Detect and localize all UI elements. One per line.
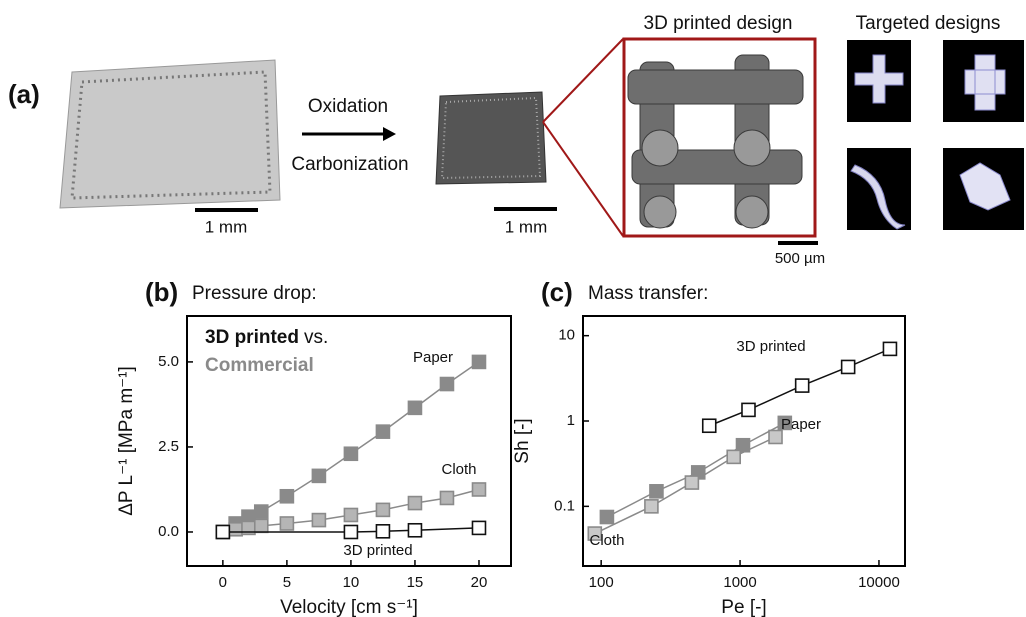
y-axis-label: Sh [-] [512, 418, 533, 463]
design-thumbnails [847, 40, 1024, 230]
y-tick-label: 1 [567, 412, 575, 429]
x-tick-label: 15 [407, 574, 424, 591]
data-point [376, 425, 389, 438]
data-point [280, 490, 293, 503]
data-point [344, 525, 357, 538]
x-axis-label: Velocity [cm s⁻¹] [280, 597, 418, 617]
x-tick-label: 10 [343, 574, 360, 591]
data-point [472, 483, 485, 496]
x-axis-label: Pe [-] [721, 597, 766, 617]
data-point [600, 511, 613, 524]
data-point [472, 355, 485, 368]
figure: (a) 1 mm Oxidation Carbonization 1 mm 3D… [0, 0, 1026, 617]
data-point [769, 430, 782, 443]
zoom-title: 3D printed design [644, 13, 793, 34]
y-tick-label: 5.0 [158, 353, 179, 370]
data-point [280, 517, 293, 530]
y-tick-label: 10 [558, 327, 575, 344]
series-label: Paper [413, 349, 453, 366]
series-label: Cloth [441, 461, 476, 478]
data-point [216, 525, 229, 538]
scale-label: 1 mm [205, 217, 248, 236]
arrow-head [383, 127, 396, 141]
process-step: Oxidation [308, 96, 388, 117]
data-point [344, 508, 357, 521]
series-label: 3D printed [343, 542, 412, 559]
photo-carbon [436, 92, 546, 184]
data-point [408, 524, 421, 537]
data-point [685, 476, 698, 489]
y-tick-label: 2.5 [158, 438, 179, 455]
data-point [796, 379, 809, 392]
data-point [344, 447, 357, 460]
legend-title: Commercial [205, 355, 314, 376]
data-point [408, 401, 421, 414]
data-point [703, 419, 716, 432]
panel-label: (a) [8, 79, 40, 109]
data-point [229, 523, 242, 536]
photo-precursor [60, 60, 280, 208]
x-tick-label: 100 [589, 574, 614, 591]
data-point [408, 497, 421, 510]
chart-title: Pressure drop: [192, 283, 317, 304]
x-tick-label: 20 [471, 574, 488, 591]
zoom-line [543, 122, 623, 236]
data-point [440, 378, 453, 391]
data-point [650, 485, 663, 498]
legend-title-part: 3D printed [205, 327, 299, 348]
data-point [312, 514, 325, 527]
x-tick-label: 1000 [723, 574, 756, 591]
data-point [255, 505, 268, 518]
data-point [255, 519, 268, 532]
data-point [842, 360, 855, 373]
y-tick-label: 0.1 [554, 497, 575, 514]
series-label: Paper [781, 416, 821, 433]
x-tick-label: 0 [219, 574, 227, 591]
data-point [742, 403, 755, 416]
data-point [883, 342, 896, 355]
y-axis-label: ΔP L⁻¹ [MPa m⁻¹] [116, 366, 137, 516]
designs-title: Targeted designs [856, 13, 1001, 34]
data-point [440, 491, 453, 504]
zoom-line [543, 39, 623, 122]
data-point [376, 525, 389, 538]
x-tick-label: 10000 [858, 574, 900, 591]
data-point [727, 450, 740, 463]
chart-title: Mass transfer: [588, 283, 708, 304]
panel-label: (b) [145, 277, 178, 307]
data-point [376, 503, 389, 516]
scale-label: 500 µm [775, 250, 825, 267]
y-tick-label: 0.0 [158, 523, 179, 540]
scale-label: 1 mm [505, 217, 548, 236]
data-point [645, 500, 658, 513]
series-label: 3D printed [736, 338, 805, 355]
process-step: Carbonization [291, 154, 408, 175]
data-point [312, 469, 325, 482]
panel-label: (c) [541, 277, 573, 307]
data-point [472, 521, 485, 534]
legend-title-part: vs. [304, 327, 328, 348]
series-label: Cloth [589, 532, 624, 549]
x-tick-label: 5 [283, 574, 291, 591]
